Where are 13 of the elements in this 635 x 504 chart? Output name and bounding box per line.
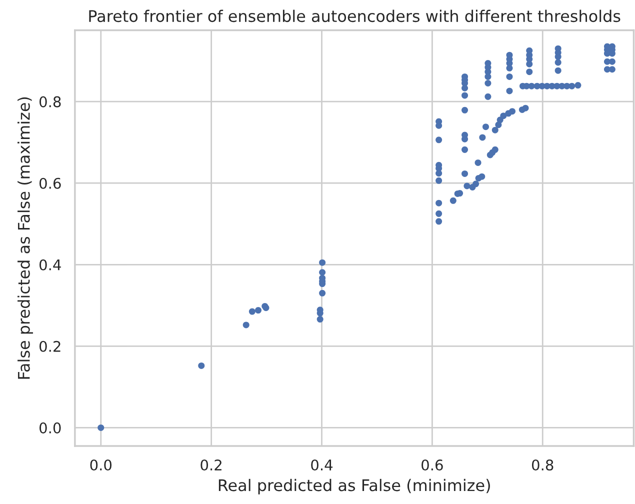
x-axis-title: Real predicted as False (minimize) [218,478,490,494]
x-tick-label: 0.8 [532,459,554,471]
y-tick-label: 0.0 [40,422,61,434]
y-axis-title: False predicted as False (maximize) [18,97,33,379]
y-tick-label: 0.8 [40,96,61,108]
x-tick-label: 0.2 [200,459,222,471]
chart-title: Pareto frontier of ensemble autoencoders with different thresholds [89,10,620,22]
x-tick-label: 0.4 [311,459,333,471]
y-tick-label: 0.2 [40,340,60,352]
x-tick-label: 0.0 [90,459,112,471]
x-tick-label: 0.6 [422,459,443,471]
y-tick-label: 0.4 [40,259,61,270]
y-tick-label: 0.6 [40,178,61,189]
